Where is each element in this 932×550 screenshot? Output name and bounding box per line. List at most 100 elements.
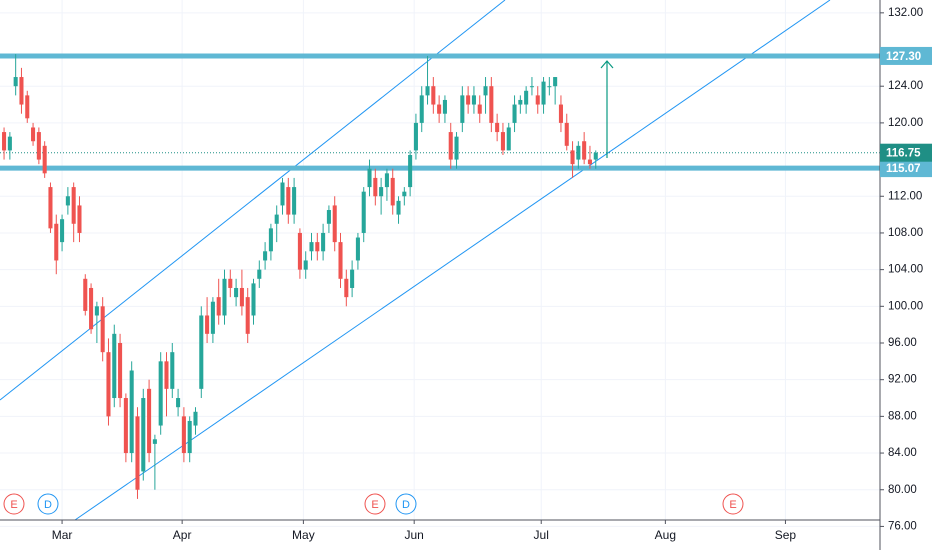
candle-body xyxy=(396,200,401,215)
target-arrow xyxy=(600,60,614,158)
candle-body xyxy=(199,315,204,389)
x-tick-label: Sep xyxy=(775,528,797,542)
price-label: 116.75 xyxy=(886,148,921,160)
candle-body xyxy=(193,411,198,426)
candle-body xyxy=(187,420,192,454)
candle-body xyxy=(263,251,268,261)
events: E D E D E xyxy=(3,493,744,515)
candle-body xyxy=(210,301,215,334)
candle-body xyxy=(373,177,378,197)
candle-body xyxy=(338,242,343,279)
candle-body xyxy=(350,269,355,288)
x-tick-label: Mar xyxy=(52,528,73,542)
candle-body xyxy=(152,439,157,444)
candle-body xyxy=(274,214,279,224)
candle-body xyxy=(558,104,563,123)
candle-body xyxy=(512,104,517,123)
candle-body xyxy=(402,191,407,197)
candle-body xyxy=(222,278,227,316)
candle-body xyxy=(135,416,140,490)
candle-body xyxy=(582,141,587,160)
event-label: E xyxy=(10,499,17,511)
candle-body xyxy=(442,99,447,114)
price-label-bg xyxy=(880,143,932,162)
candle-body xyxy=(25,95,30,119)
candle-body xyxy=(355,237,360,261)
candle-body xyxy=(176,398,181,408)
candle-body xyxy=(541,81,546,105)
event-earnings[interactable] xyxy=(364,493,386,515)
candle-body xyxy=(321,232,326,252)
y-tick-label: 88.00 xyxy=(888,410,917,422)
candle-body xyxy=(587,159,592,165)
candle-body xyxy=(379,187,384,197)
candle-body xyxy=(448,132,453,160)
candle-body xyxy=(570,150,575,165)
candle-body xyxy=(129,370,134,454)
candle-body xyxy=(31,127,36,142)
x-tick-label: May xyxy=(292,528,315,542)
candle-body xyxy=(36,132,41,160)
candle-body xyxy=(292,187,297,215)
candle-body xyxy=(437,104,442,114)
event-earnings[interactable] xyxy=(3,493,25,515)
candle-body xyxy=(164,361,169,389)
x-tick-label: Apr xyxy=(173,528,192,542)
y-tick-label: 100.00 xyxy=(888,300,923,312)
event-label: D xyxy=(44,499,52,511)
candle-body xyxy=(118,342,123,399)
channel-upper xyxy=(0,0,506,401)
candle-body xyxy=(529,86,534,88)
candle-body xyxy=(245,297,250,334)
candle-body xyxy=(547,86,552,88)
candle-body xyxy=(286,187,291,215)
candle-body xyxy=(483,86,488,96)
candle-body xyxy=(593,152,598,160)
candle-body xyxy=(576,145,581,160)
candle-body xyxy=(553,77,558,87)
channel-lower xyxy=(74,0,831,521)
candle-body xyxy=(216,297,221,316)
candle-body xyxy=(170,352,175,389)
y-tick-label: 112.00 xyxy=(888,190,922,202)
candle-body xyxy=(42,145,47,174)
candle-body xyxy=(303,260,308,270)
candle-body xyxy=(205,315,210,334)
candle-body xyxy=(251,283,256,316)
y-tick-label: 76.00 xyxy=(888,520,917,532)
candle-body xyxy=(13,77,18,87)
candle-body xyxy=(361,191,366,233)
candle-body xyxy=(65,196,70,206)
price-label-bg xyxy=(880,159,932,178)
candle-body xyxy=(280,182,285,206)
event-earnings[interactable] xyxy=(722,493,744,515)
channels xyxy=(0,0,831,521)
y-tick-label: 120.00 xyxy=(888,117,923,129)
candle-body xyxy=(477,104,482,114)
event-label: D xyxy=(402,499,410,511)
y-tick-label: 104.00 xyxy=(888,264,923,276)
candle-body xyxy=(326,210,331,224)
x-tick-label: Aug xyxy=(655,528,676,542)
candle-body xyxy=(344,278,349,298)
candle-body xyxy=(524,90,529,105)
candle-body xyxy=(106,352,111,417)
candle-body xyxy=(239,287,244,307)
candle-body xyxy=(71,187,76,224)
event-dividend[interactable] xyxy=(395,493,417,515)
y-tick-label: 108.00 xyxy=(888,227,923,239)
candle-body xyxy=(384,173,389,188)
grid xyxy=(0,0,880,527)
price-label: 127.30 xyxy=(886,51,921,63)
event-dividend[interactable] xyxy=(37,493,59,515)
candle-body xyxy=(19,77,24,105)
candle-body xyxy=(454,136,459,160)
candle-body xyxy=(147,388,152,454)
price-label-bg xyxy=(880,46,932,65)
candle-body xyxy=(257,269,262,279)
candle-body xyxy=(89,287,94,330)
price-label: 115.07 xyxy=(886,163,921,175)
candle-body xyxy=(495,122,500,133)
